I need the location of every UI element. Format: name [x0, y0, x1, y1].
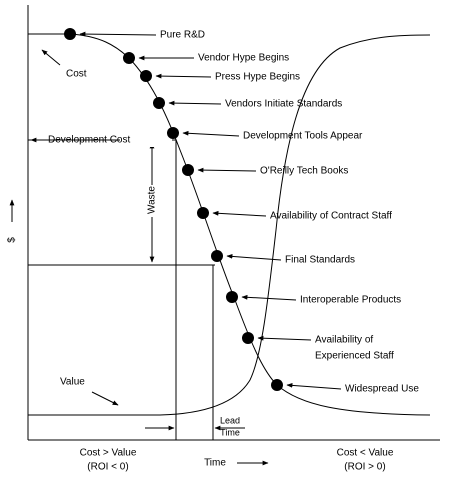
cost-arrow [41, 49, 61, 66]
milestone-label: Press Hype Begins [215, 72, 300, 83]
milestone-label: Availability of Contract Staff [270, 211, 392, 222]
value-curve [28, 34, 431, 416]
milestone-dot [153, 97, 165, 109]
lead-time-label: Time [220, 427, 240, 437]
milestone-label: Development Tools Appear [243, 131, 363, 142]
milestone-dot [226, 291, 238, 303]
dev-cost-label: Development Cost [48, 135, 130, 146]
y-axis-label: $ [7, 237, 18, 243]
layer: Cost Value Development Cost Waste Lead T… [7, 5, 440, 473]
milestone-arrow [155, 73, 212, 79]
label-bg [120, 133, 172, 147]
milestone-dot [242, 332, 254, 344]
milestone-label: Experienced Staff [315, 351, 394, 362]
milestone-dot [271, 379, 283, 391]
value-arrow [91, 391, 119, 406]
milestone-dot [140, 70, 152, 82]
milestone-arrow [226, 254, 282, 261]
x-axis-label: Time [204, 458, 226, 469]
milestone-label: Vendor Hype Begins [198, 53, 289, 64]
bottom-left-label: (ROI < 0) [87, 462, 128, 473]
milestone-dot [167, 127, 179, 139]
milestone-dot [182, 164, 194, 176]
cost-label: Cost [66, 69, 87, 80]
bottom-right-label: (ROI > 0) [344, 462, 385, 473]
milestone-arrow [286, 383, 342, 390]
milestone-label: O'Reilly Tech Books [260, 166, 348, 177]
bottom-right-label: Cost < Value [337, 448, 394, 459]
milestone-arrow [79, 31, 157, 37]
milestone-label: Widespread Use [345, 384, 419, 395]
milestone-arrow [212, 210, 267, 217]
milestone-arrow [241, 294, 297, 301]
milestone-label: Availability of [315, 335, 373, 346]
milestone-arrow [182, 130, 240, 137]
milestone-dot [211, 250, 223, 262]
bottom-left-label: Cost > Value [80, 448, 137, 459]
milestone-arrow [197, 167, 257, 173]
milestone-dot [123, 52, 135, 64]
milestone-label: Final Standards [285, 255, 355, 266]
milestone-label: Vendors Initiate Standards [225, 99, 342, 110]
milestone-label: Pure R&D [160, 30, 205, 41]
value-label: Value [60, 377, 85, 388]
milestone-label: Interoperable Products [300, 295, 401, 306]
milestone-dot [197, 207, 209, 219]
lead-time-label: Lead [220, 415, 240, 425]
milestone-dot [64, 28, 76, 40]
waste-label: Waste [147, 186, 158, 214]
milestone-arrow [257, 335, 312, 341]
label-bg [144, 185, 160, 217]
milestone-arrow [168, 100, 222, 106]
